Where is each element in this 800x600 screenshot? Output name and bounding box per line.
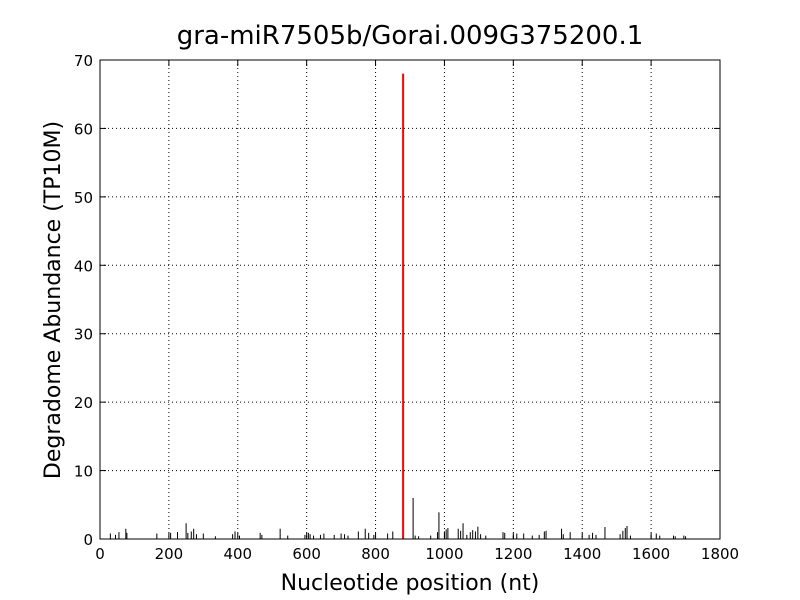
plot-frame bbox=[99, 59, 721, 540]
x-tick-label: 400 bbox=[223, 545, 252, 563]
y-tick-label: 30 bbox=[74, 326, 93, 344]
x-tick-label: 200 bbox=[155, 545, 184, 563]
y-tick-label: 20 bbox=[74, 394, 93, 412]
x-tick-label: 600 bbox=[292, 545, 321, 563]
y-axis-label: Degradome Abundance (TP10M) bbox=[41, 121, 66, 479]
x-tick-label: 0 bbox=[95, 545, 105, 563]
y-tick-label: 0 bbox=[83, 531, 93, 549]
x-tick-label: 1600 bbox=[632, 545, 670, 563]
x-tick-label: 1200 bbox=[494, 545, 532, 563]
x-tick-label: 800 bbox=[361, 545, 390, 563]
x-tick-label: 1800 bbox=[701, 545, 739, 563]
y-tick-label: 60 bbox=[74, 120, 93, 138]
y-tick-label: 40 bbox=[74, 257, 93, 275]
x-tick-label: 1000 bbox=[425, 545, 463, 563]
y-tick-label: 50 bbox=[74, 189, 93, 207]
x-axis-label: Nucleotide position (nt) bbox=[281, 571, 540, 596]
y-tick-label: 10 bbox=[74, 463, 93, 481]
chart-title: gra-miR7505b/Gorai.009G375200.1 bbox=[177, 21, 644, 51]
x-tick-label: 1400 bbox=[563, 545, 601, 563]
y-tick-label: 70 bbox=[74, 52, 93, 70]
